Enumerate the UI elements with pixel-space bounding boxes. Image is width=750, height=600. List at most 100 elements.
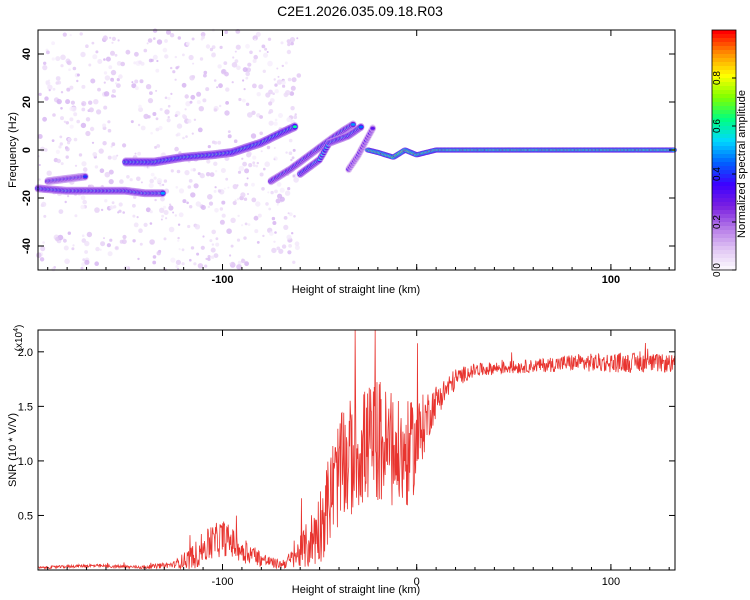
heatmap-noise-cell	[147, 98, 154, 104]
heatmap-noise-cell	[264, 47, 268, 51]
colorbar-gradient	[712, 30, 736, 271]
heatmap-noise-cell	[145, 207, 151, 213]
colorbar-cell	[712, 166, 736, 171]
colorbar-cell	[712, 102, 736, 107]
heatmap-noise-cell	[150, 131, 153, 135]
colorbar-cell	[712, 34, 736, 39]
heatmap-noise-cell	[200, 32, 206, 37]
heatmap-noise-cell	[205, 257, 208, 261]
spectrogram-x-tick-label: -100	[211, 274, 233, 286]
heatmap-noise-cell	[159, 183, 163, 187]
heatmap-noise-cell	[266, 145, 271, 150]
heatmap-noise-cell	[186, 201, 189, 205]
heatmap-noise-cell	[152, 255, 157, 259]
heatmap-noise-cell	[103, 91, 110, 97]
heatmap-noise-cell	[136, 216, 139, 219]
heatmap-noise-cell	[104, 171, 111, 178]
heatmap-noise-cell	[290, 158, 293, 162]
colorbar-cell	[712, 242, 736, 247]
heatmap-noise-cell	[276, 246, 281, 251]
heatmap-noise-cell	[65, 99, 71, 105]
heatmap-noise-cell	[231, 62, 238, 68]
heatmap-noise-cell	[38, 92, 42, 96]
heatmap-noise-cell	[218, 83, 223, 89]
heatmap-noise-cell	[284, 190, 291, 196]
heatmap-noise-cell	[111, 79, 114, 82]
heatmap-noise-cell	[245, 71, 250, 77]
heatmap-noise-cell	[261, 44, 266, 49]
heatmap-noise-cell	[137, 151, 142, 156]
heatmap-noise-cell	[60, 54, 66, 61]
heatmap-noise-cell	[267, 191, 270, 194]
heatmap-noise-cell	[154, 198, 157, 202]
colorbar-cell	[712, 150, 736, 155]
heatmap-noise-cell	[208, 201, 214, 206]
heatmap-noise-cell	[168, 226, 175, 233]
heatmap-noise-cell	[294, 241, 300, 247]
snr-y-tick-label: 2.0	[18, 347, 33, 359]
heatmap-noise-cell	[288, 151, 293, 155]
heatmap-noise-cell	[111, 41, 114, 44]
heatmap-noise-cell	[184, 94, 189, 99]
heatmap-noise-cell	[81, 161, 87, 167]
heatmap-noise-cell	[182, 136, 185, 140]
heatmap-noise-cell	[156, 59, 159, 63]
colorbar-cell	[712, 126, 736, 131]
colorbar-tick-label: 0.0	[712, 263, 723, 277]
heatmap-noise-cell	[39, 146, 46, 152]
heatmap-noise-cell	[84, 240, 90, 247]
heatmap-noise-cell	[149, 210, 153, 214]
heatmap-noise-cell	[98, 148, 104, 154]
heatmap-noise-cell	[236, 197, 240, 201]
heatmap-noise-cell	[192, 168, 196, 172]
colorbar-cell	[712, 86, 736, 91]
heatmap-noise-cell	[102, 141, 107, 146]
heatmap-noise-cell	[249, 50, 253, 55]
heatmap-noise-cell	[134, 51, 139, 57]
spectrogram-y-label: Frequency (Hz)	[7, 112, 19, 188]
heatmap-noise-cell	[255, 201, 261, 207]
heatmap-noise-cell	[184, 170, 190, 176]
snr-series	[37, 329, 676, 570]
heatmap-noise-cell	[91, 41, 95, 45]
heatmap-noise-cell	[277, 75, 280, 78]
heatmap-noise-cell	[42, 241, 45, 244]
heatmap-noise-cell	[217, 140, 222, 145]
heatmap-noise-cell	[152, 260, 157, 265]
heatmap-noise-cell	[156, 144, 161, 148]
colorbar-cell	[712, 222, 736, 227]
heatmap-noise-cell	[223, 61, 228, 65]
heatmap-noise-cell	[209, 239, 213, 243]
heatmap-noise-cell	[232, 200, 237, 206]
colorbar-cell	[712, 234, 736, 239]
heatmap-noise-cell	[221, 213, 226, 218]
heatmap-noise-cell	[175, 186, 179, 189]
heatmap-noise-cell	[259, 115, 263, 119]
colorbar-cell	[712, 190, 736, 195]
heatmap-noise-cell	[227, 134, 232, 139]
heatmap-track-core	[292, 125, 298, 129]
heatmap-noise-cell	[191, 132, 194, 135]
heatmap-noise-cell	[36, 252, 42, 258]
heatmap-noise-cell	[62, 32, 67, 37]
heatmap-noise-cell	[219, 104, 222, 108]
heatmap-noise-cell	[293, 177, 299, 183]
heatmap-noise-cell	[262, 234, 265, 238]
heatmap-noise-cell	[65, 155, 69, 159]
heatmap-noise-cell	[264, 161, 271, 167]
heatmap-noise-cell	[162, 47, 168, 53]
heatmap-noise-cell	[143, 113, 149, 120]
spectrogram-y-tick-label: 40	[21, 48, 33, 60]
heatmap-noise-cell	[258, 84, 264, 90]
heatmap-noise-cell	[48, 89, 51, 92]
chart-title: C2E1.2026.035.09.18.R03	[277, 3, 443, 19]
heatmap-noise-cell	[69, 117, 74, 122]
heatmap-noise-cell	[55, 149, 61, 154]
heatmap-noise-cell	[161, 183, 165, 187]
heatmap-noise-cell	[213, 141, 218, 145]
heatmap-noise-cell	[166, 29, 171, 35]
heatmap-noise-cell	[108, 169, 114, 175]
heatmap-noise-cell	[174, 214, 177, 217]
heatmap-noise-cell	[167, 104, 171, 108]
heatmap-noise-cell	[241, 224, 244, 227]
